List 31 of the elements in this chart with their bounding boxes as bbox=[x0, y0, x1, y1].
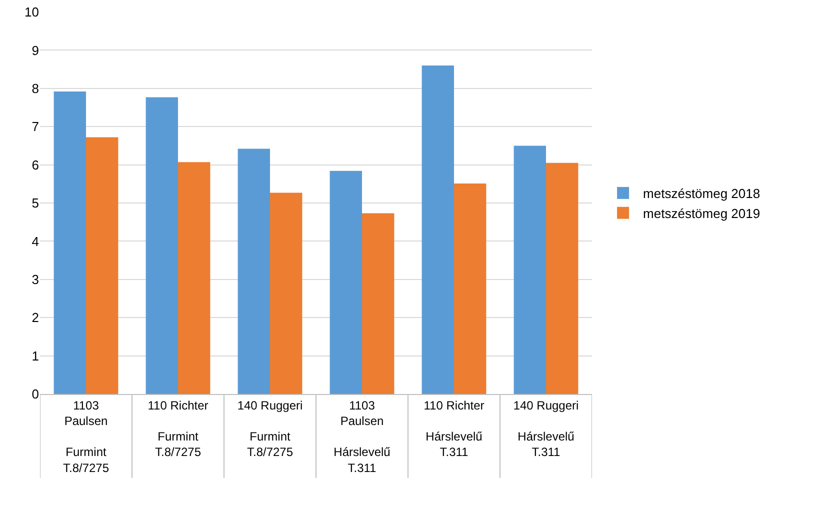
bar bbox=[362, 213, 394, 394]
y-tick-label: 9 bbox=[32, 42, 39, 58]
y-tick-label: 3 bbox=[32, 272, 39, 287]
category-label: 110 Richter Furmint T.8/7275 bbox=[148, 398, 208, 460]
bar bbox=[178, 162, 210, 394]
bar bbox=[270, 192, 302, 394]
category-label: 1103 Paulsen Furmint T.8/7275 bbox=[62, 398, 110, 475]
y-tick-label: 7 bbox=[32, 119, 39, 134]
category-label: 110 Richter Hárslevelű T.311 bbox=[424, 398, 484, 460]
bar bbox=[54, 91, 86, 394]
y-tick-label: 1 bbox=[32, 348, 39, 364]
bar bbox=[146, 97, 178, 394]
y-tick-label: 6 bbox=[32, 157, 39, 172]
legend-label: metszéstömeg 2018 bbox=[643, 186, 760, 202]
bar bbox=[86, 137, 118, 394]
category-label: 140 Ruggeri Hárslevelű T.311 bbox=[513, 398, 579, 460]
category-label: 1103 Paulsen Hárslevelű T.311 bbox=[334, 398, 390, 475]
y-tick-label: 10 bbox=[24, 4, 39, 20]
y-tick-label: 0 bbox=[32, 386, 39, 402]
bar bbox=[514, 146, 546, 394]
bar bbox=[454, 184, 486, 394]
category-label: 140 Ruggeri Furmint T.8/7275 bbox=[237, 398, 303, 460]
y-tick-label: 4 bbox=[32, 234, 39, 249]
bar bbox=[546, 162, 578, 394]
legend-label: metszéstömeg 2019 bbox=[643, 206, 760, 221]
y-tick-label: 2 bbox=[32, 310, 39, 326]
y-tick-label: 5 bbox=[32, 196, 39, 211]
bar bbox=[238, 148, 270, 394]
y-tick-label: 8 bbox=[32, 80, 39, 96]
bar bbox=[422, 65, 454, 394]
bar bbox=[330, 170, 362, 394]
